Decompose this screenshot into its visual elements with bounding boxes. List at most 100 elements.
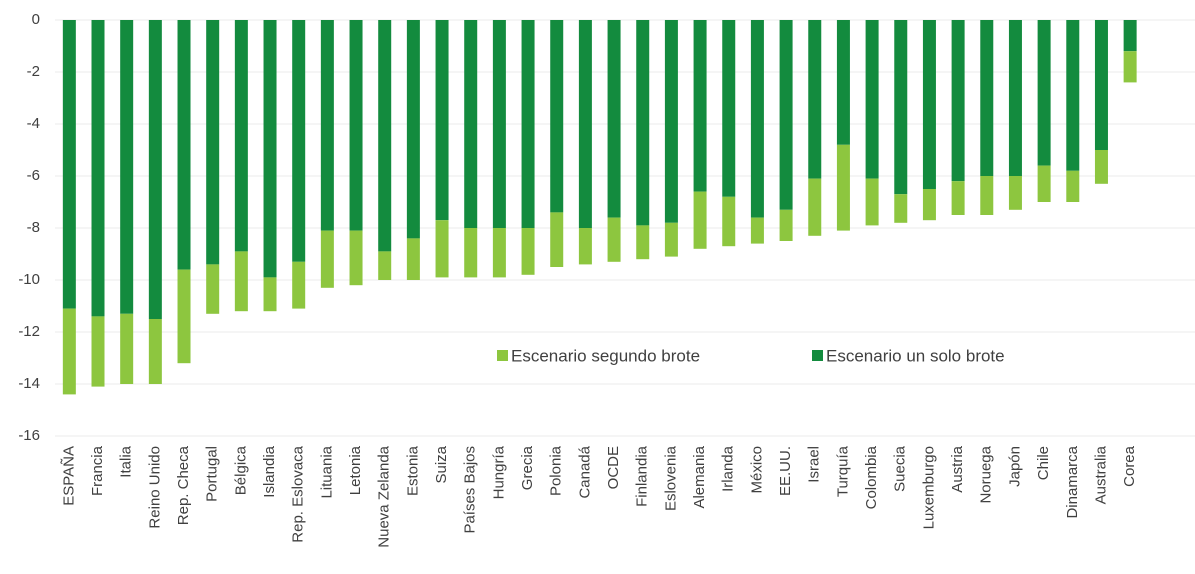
x-tick-label: Grecia bbox=[519, 445, 536, 490]
bar-segment bbox=[722, 196, 736, 247]
bar-segment bbox=[464, 20, 478, 228]
bar-segment bbox=[177, 20, 191, 270]
bar-segment bbox=[263, 277, 277, 312]
bar-segment bbox=[550, 212, 564, 267]
x-tick-label: Lituania bbox=[318, 445, 335, 498]
bar-segment bbox=[492, 20, 506, 228]
bar-segment bbox=[435, 20, 449, 221]
bar-segment bbox=[779, 209, 793, 241]
bar-segment bbox=[1094, 150, 1108, 184]
bar-segment bbox=[1123, 51, 1137, 83]
bar-segment bbox=[91, 20, 105, 317]
bar-segment bbox=[922, 189, 936, 221]
bar-segment bbox=[206, 264, 220, 314]
y-tick-label: -2 bbox=[27, 63, 40, 80]
x-tick-label: Dinamarca bbox=[1064, 445, 1081, 518]
bar-segment bbox=[865, 20, 879, 179]
bar-segment bbox=[521, 228, 535, 275]
x-tick-label: Eslovenia bbox=[662, 445, 679, 511]
bar-segment bbox=[779, 20, 793, 210]
x-tick-label: Japón bbox=[1006, 446, 1023, 487]
x-tick-label: Islandia bbox=[261, 445, 278, 497]
bar-segment bbox=[750, 217, 764, 244]
bar-segment bbox=[234, 20, 248, 252]
bar-segment bbox=[980, 20, 994, 176]
bar-segment bbox=[578, 228, 592, 265]
bar-segment bbox=[722, 20, 736, 197]
x-tick-label: Colombia bbox=[863, 445, 880, 509]
x-tick-label: Noruega bbox=[978, 445, 995, 503]
x-tick-label: Irlanda bbox=[720, 445, 737, 492]
y-tick-label: -6 bbox=[27, 167, 40, 184]
legend-label: Escenario segundo brote bbox=[511, 346, 700, 365]
bar-segment bbox=[1037, 165, 1051, 202]
bar-segment bbox=[378, 251, 392, 280]
bar-segment bbox=[865, 178, 879, 226]
x-tick-label: Australia bbox=[1092, 445, 1109, 504]
x-tick-label: Hungría bbox=[490, 445, 507, 499]
x-tick-label: Reino Unido bbox=[146, 446, 163, 529]
x-tick-label: Suiza bbox=[433, 445, 450, 483]
x-tick-label: Portugal bbox=[204, 446, 221, 502]
bar-segment bbox=[664, 222, 678, 257]
x-tick-label: Suecia bbox=[892, 445, 909, 492]
x-tick-label: Canadá bbox=[576, 445, 593, 498]
bar-segment bbox=[550, 20, 564, 213]
x-tick-label: Chile bbox=[1035, 446, 1052, 480]
bar-segment bbox=[320, 20, 334, 231]
bar-segment bbox=[693, 20, 707, 192]
bar-segment bbox=[406, 238, 420, 280]
bar-segment bbox=[62, 20, 76, 309]
x-tick-label: Francia bbox=[89, 445, 106, 496]
x-tick-label: Corea bbox=[1121, 445, 1138, 487]
bar-segment bbox=[521, 20, 535, 228]
bar-segment bbox=[808, 178, 822, 236]
legend-label: Escenario un solo brote bbox=[826, 346, 1005, 365]
bar-segment bbox=[951, 20, 965, 182]
x-tick-label: Turquía bbox=[834, 445, 851, 497]
bar-segment bbox=[607, 217, 621, 262]
x-tick-label: México bbox=[748, 446, 765, 494]
bar-segment bbox=[177, 269, 191, 364]
bar-segment bbox=[292, 261, 306, 309]
bar-segment bbox=[263, 20, 277, 278]
bar-segment bbox=[492, 228, 506, 278]
y-tick-label: -12 bbox=[18, 323, 40, 340]
bar-segment bbox=[1094, 20, 1108, 150]
x-tick-label: Estonia bbox=[404, 445, 421, 496]
bar-segment bbox=[636, 225, 650, 260]
bar-segment bbox=[894, 20, 908, 195]
y-tick-label: -16 bbox=[18, 427, 40, 444]
bar-segment bbox=[980, 176, 994, 215]
legend-swatch bbox=[812, 350, 823, 361]
x-tick-label: Rep. Eslovaca bbox=[290, 445, 307, 542]
bar-segment bbox=[636, 20, 650, 226]
y-tick-label: 0 bbox=[32, 11, 40, 28]
bar-segment bbox=[320, 230, 334, 288]
bar-segment bbox=[836, 144, 850, 231]
x-tick-label: ESPAÑA bbox=[60, 446, 77, 506]
bar-segment bbox=[292, 20, 306, 262]
bar-segment bbox=[148, 319, 162, 384]
bar-segment bbox=[578, 20, 592, 228]
bar-segment bbox=[378, 20, 392, 252]
y-tick-label: -4 bbox=[27, 115, 40, 132]
bar-segment bbox=[1066, 170, 1080, 202]
bar-segment bbox=[607, 20, 621, 218]
bar-segment bbox=[148, 20, 162, 319]
bar-segment bbox=[91, 316, 105, 387]
legend: Escenario un solo brote Escenario segundo… bbox=[497, 346, 1005, 365]
bar-segment bbox=[693, 191, 707, 249]
bar-segment bbox=[120, 20, 134, 314]
x-tick-label: Rep. Checa bbox=[175, 445, 192, 525]
bar-segment bbox=[894, 194, 908, 223]
x-tick-label: Alemania bbox=[691, 445, 708, 508]
x-tick-label: Finlandia bbox=[634, 445, 651, 507]
bar-segment bbox=[406, 20, 420, 239]
x-tick-label: EE.UU. bbox=[777, 446, 794, 496]
bar-segment bbox=[836, 20, 850, 145]
bar-segment bbox=[1066, 20, 1080, 171]
bar-segment bbox=[62, 308, 76, 395]
bar-segment bbox=[349, 230, 363, 286]
legend-swatch bbox=[497, 350, 508, 361]
